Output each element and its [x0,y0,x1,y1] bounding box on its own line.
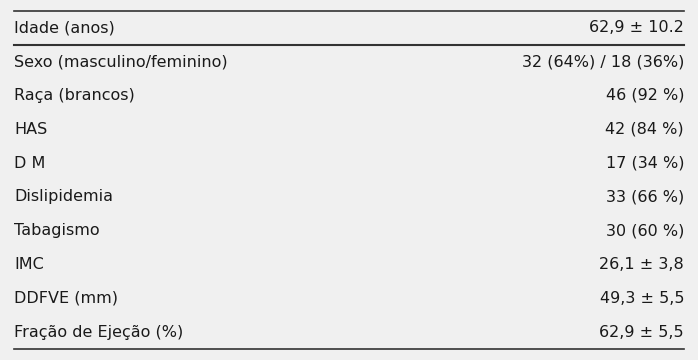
Text: 32 (64%) / 18 (36%): 32 (64%) / 18 (36%) [521,54,684,69]
Text: Idade (anos): Idade (anos) [14,20,114,35]
Text: HAS: HAS [14,122,47,137]
Text: Raça (brancos): Raça (brancos) [14,88,135,103]
Text: 62,9 ± 10.2: 62,9 ± 10.2 [589,20,684,35]
Text: 33 (66 %): 33 (66 %) [606,189,684,204]
Text: Tabagismo: Tabagismo [14,223,100,238]
Text: Fração de Ejeção (%): Fração de Ejeção (%) [14,325,183,340]
Text: 42 (84 %): 42 (84 %) [605,122,684,137]
Text: 46 (92 %): 46 (92 %) [606,88,684,103]
Text: 49,3 ± 5,5: 49,3 ± 5,5 [600,291,684,306]
Text: D M: D M [14,156,45,171]
Text: 62,9 ± 5,5: 62,9 ± 5,5 [600,325,684,340]
Text: DDFVE (mm): DDFVE (mm) [14,291,118,306]
Text: IMC: IMC [14,257,44,272]
Text: Sexo (masculino/feminino): Sexo (masculino/feminino) [14,54,228,69]
Text: 26,1 ± 3,8: 26,1 ± 3,8 [600,257,684,272]
Text: 17 (34 %): 17 (34 %) [606,156,684,171]
Text: Dislipidemia: Dislipidemia [14,189,113,204]
Text: 30 (60 %): 30 (60 %) [606,223,684,238]
